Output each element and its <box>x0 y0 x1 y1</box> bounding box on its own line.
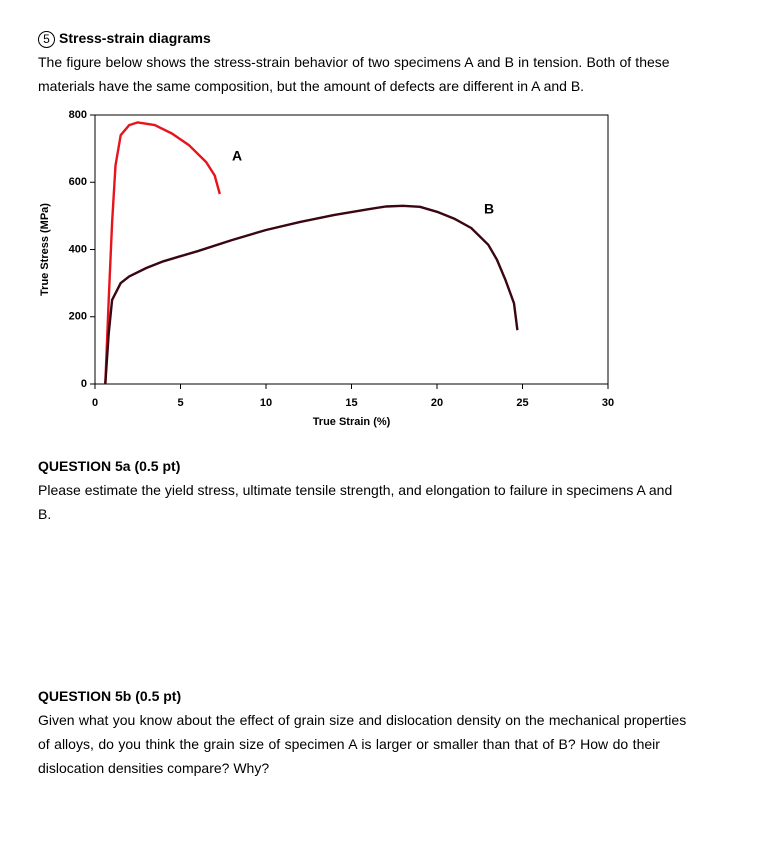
plot-frame <box>94 114 609 385</box>
x-tick-label: 15 <box>345 397 357 409</box>
y-tick-label: 800 <box>69 109 87 121</box>
section-title: Stress-strain diagrams <box>59 30 211 46</box>
question-title: QUESTION 5a (0.5 pt) <box>38 458 181 474</box>
x-tick-label: 10 <box>260 397 272 409</box>
y-tick-label: 200 <box>69 311 87 323</box>
paragraph-line: The figure below shows the stress-strain… <box>38 54 670 70</box>
question-line: dislocation densities compare? Why? <box>38 760 270 776</box>
question-line: Please estimate the yield stress, ultima… <box>38 482 673 498</box>
x-axis-label: True Strain (%) <box>313 416 391 428</box>
series-label: B <box>484 201 494 217</box>
paragraph-line: materials have the same composition, but… <box>38 78 585 94</box>
question-line: Given what you know about the effect of … <box>38 712 687 728</box>
heading: 5 Stress-strain diagrams <box>38 30 211 48</box>
x-tick-label: 0 <box>92 397 98 409</box>
chart: 0 200 400 600 800 0 5 10 15 20 25 30 True Strain (%)… <box>39 109 614 428</box>
x-tick-label: 30 <box>602 397 614 409</box>
x-tick-label: 5 <box>177 397 183 409</box>
x-tick-label: 20 <box>431 397 443 409</box>
data-line <box>104 121 221 385</box>
y-tick-label: 0 <box>81 378 87 390</box>
question-line: of alloys, do you think the grain size o… <box>38 736 660 752</box>
question-title: QUESTION 5b (0.5 pt) <box>38 688 182 704</box>
question-line: B. <box>38 506 52 522</box>
y-tick-label: 600 <box>69 176 87 188</box>
section-number: 5 <box>38 30 55 48</box>
data-line <box>104 204 519 385</box>
y-tick-label: 400 <box>69 243 87 255</box>
x-tick-label: 25 <box>516 397 528 409</box>
series-label: A <box>232 148 242 164</box>
y-axis-label: True Stress (MPa) <box>39 203 51 296</box>
